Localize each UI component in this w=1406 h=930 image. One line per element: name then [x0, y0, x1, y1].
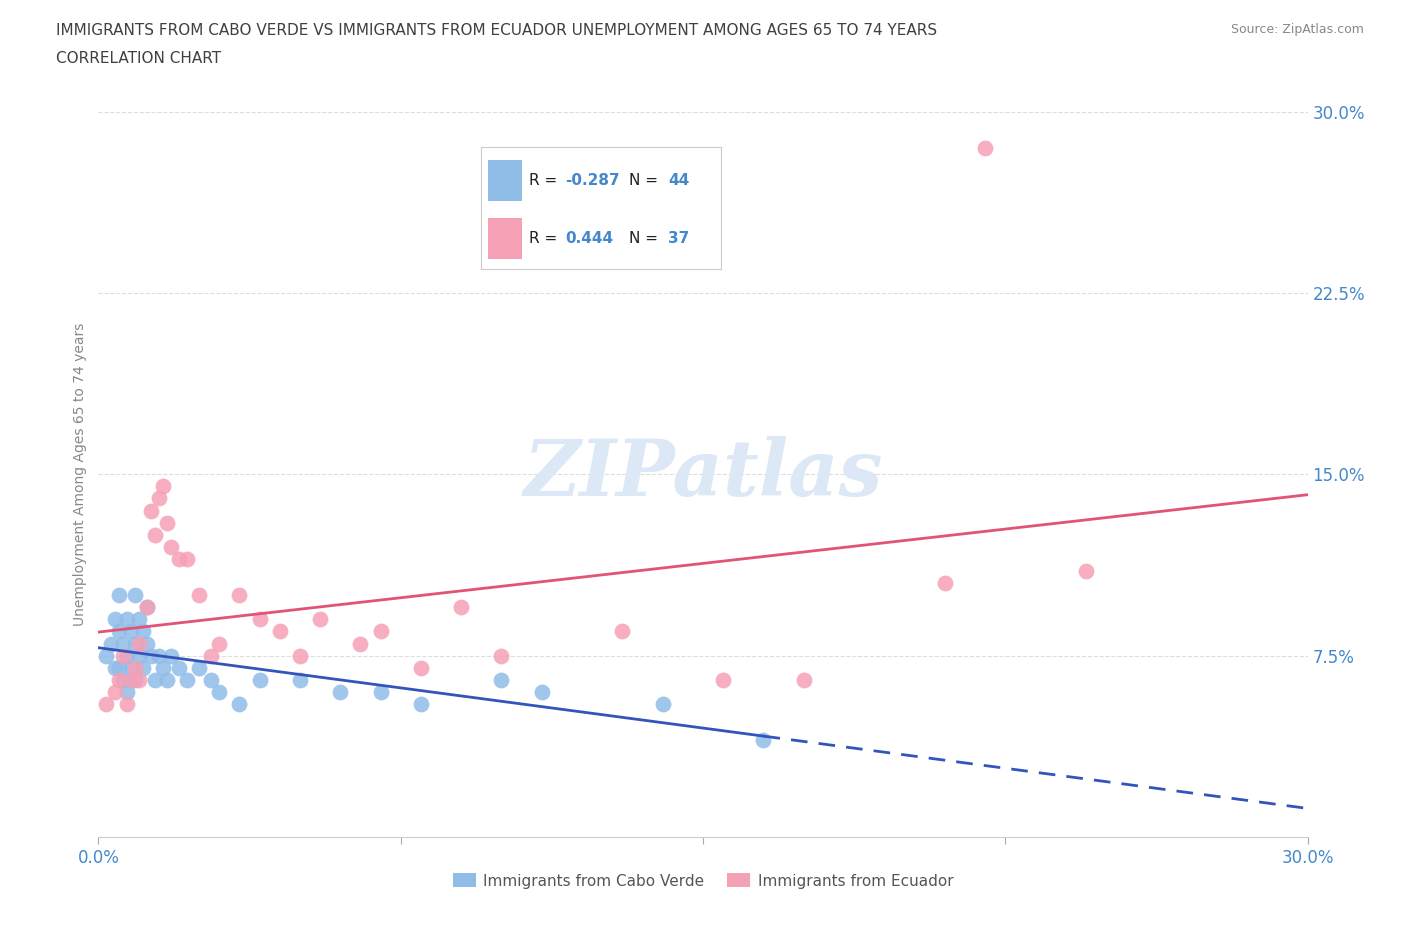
Point: [111, 648, 134, 663]
Point: [115, 612, 138, 627]
Point: [329, 684, 352, 699]
Point: [612, 624, 634, 639]
Point: [176, 551, 198, 566]
Point: [139, 503, 162, 518]
Point: [1074, 564, 1097, 578]
Text: 44: 44: [668, 173, 689, 188]
Point: [530, 684, 553, 699]
Point: [103, 612, 125, 627]
Point: [120, 624, 142, 639]
Point: [128, 648, 150, 663]
Point: [269, 624, 291, 639]
Point: [96, 648, 118, 663]
Text: CORRELATION CHART: CORRELATION CHART: [56, 51, 221, 66]
Text: ZIPatlas: ZIPatlas: [523, 436, 883, 512]
Point: [111, 636, 134, 651]
Text: N =: N =: [630, 173, 664, 188]
Point: [651, 697, 673, 711]
Point: [143, 672, 166, 687]
Point: [156, 672, 179, 687]
Point: [107, 624, 129, 639]
Point: [115, 684, 138, 699]
Point: [450, 600, 472, 615]
Point: [752, 733, 775, 748]
Point: [103, 660, 125, 675]
Point: [135, 600, 157, 615]
Point: [409, 660, 432, 675]
Point: [103, 684, 125, 699]
Point: [167, 551, 190, 566]
Point: [288, 672, 311, 687]
Point: [208, 684, 231, 699]
Point: [152, 660, 174, 675]
Point: [793, 672, 815, 687]
Point: [228, 697, 250, 711]
Point: [132, 660, 155, 675]
FancyBboxPatch shape: [488, 218, 522, 259]
Point: [156, 515, 179, 530]
Point: [370, 624, 392, 639]
Point: [974, 140, 997, 155]
Point: [208, 636, 231, 651]
Point: [370, 684, 392, 699]
Point: [124, 672, 146, 687]
Legend: Immigrants from Cabo Verde, Immigrants from Ecuador: Immigrants from Cabo Verde, Immigrants f…: [447, 868, 959, 895]
Point: [115, 697, 138, 711]
Point: [107, 672, 129, 687]
Point: [115, 648, 138, 663]
Point: [135, 600, 157, 615]
Point: [148, 648, 170, 663]
Point: [309, 612, 332, 627]
Point: [711, 672, 734, 687]
Point: [491, 648, 513, 663]
Point: [143, 527, 166, 542]
Y-axis label: Unemployment Among Ages 65 to 74 years: Unemployment Among Ages 65 to 74 years: [73, 323, 87, 626]
Text: R =: R =: [529, 232, 562, 246]
Point: [409, 697, 432, 711]
Point: [491, 672, 513, 687]
Point: [200, 672, 222, 687]
Point: [288, 648, 311, 663]
Point: [132, 624, 155, 639]
Text: N =: N =: [630, 232, 664, 246]
Point: [120, 672, 142, 687]
Text: 37: 37: [668, 232, 689, 246]
Point: [100, 636, 122, 651]
Point: [96, 697, 118, 711]
Point: [349, 636, 371, 651]
FancyBboxPatch shape: [488, 160, 522, 201]
Point: [160, 648, 183, 663]
Point: [139, 648, 162, 663]
Point: [249, 612, 271, 627]
Point: [124, 660, 146, 675]
Text: 0.444: 0.444: [565, 232, 613, 246]
Point: [128, 612, 150, 627]
Point: [249, 672, 271, 687]
Text: Source: ZipAtlas.com: Source: ZipAtlas.com: [1230, 23, 1364, 36]
Point: [167, 660, 190, 675]
Point: [152, 479, 174, 494]
Point: [120, 660, 142, 675]
Point: [128, 672, 150, 687]
Point: [160, 539, 183, 554]
Point: [124, 588, 146, 603]
Text: R =: R =: [529, 173, 562, 188]
Point: [128, 636, 150, 651]
Point: [228, 588, 250, 603]
Point: [124, 636, 146, 651]
Point: [135, 636, 157, 651]
Text: -0.287: -0.287: [565, 173, 620, 188]
Point: [111, 672, 134, 687]
Point: [107, 660, 129, 675]
Point: [148, 491, 170, 506]
Point: [176, 672, 198, 687]
Point: [188, 660, 211, 675]
Point: [934, 576, 956, 591]
Point: [188, 588, 211, 603]
Point: [107, 588, 129, 603]
Point: [200, 648, 222, 663]
Text: IMMIGRANTS FROM CABO VERDE VS IMMIGRANTS FROM ECUADOR UNEMPLOYMENT AMONG AGES 65: IMMIGRANTS FROM CABO VERDE VS IMMIGRANTS…: [56, 23, 938, 38]
